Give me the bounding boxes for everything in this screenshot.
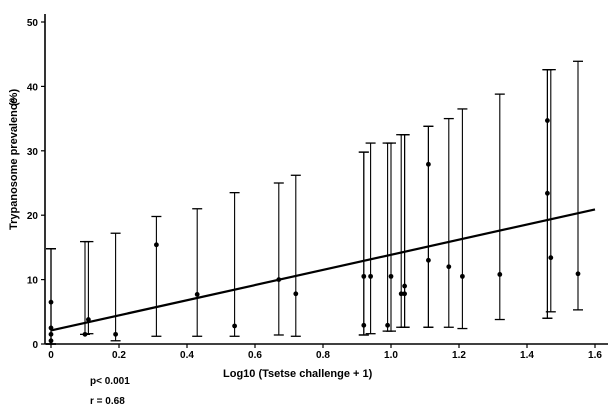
x-tick-label: 0.6 <box>248 350 262 361</box>
data-point <box>388 273 394 279</box>
data-point <box>460 273 465 279</box>
data-point <box>113 331 118 337</box>
data-point <box>426 161 431 167</box>
x-axis-title: Log10 (Tsetse challenge + 1) <box>223 368 373 380</box>
data-point <box>398 291 404 297</box>
data-point <box>548 255 554 261</box>
data-point <box>82 331 88 337</box>
data-point <box>545 190 550 196</box>
x-tick-label: 0 <box>48 350 54 361</box>
data-point <box>361 273 367 279</box>
data-point <box>368 273 373 279</box>
y-axis-ticks: 0 10 20 30 40 50 <box>27 18 45 351</box>
data-point <box>154 242 159 248</box>
x-tick-label: 0.8 <box>316 350 330 361</box>
r-value-annotation: r = 0.68 <box>90 396 125 407</box>
data-point <box>446 264 452 270</box>
data-point <box>293 291 299 297</box>
data-point <box>86 317 91 322</box>
data-point <box>361 322 367 328</box>
y-axis-title: Trypanosome prevalence <box>8 98 20 230</box>
y-tick-label: 40 <box>27 82 39 93</box>
y-tick-label: 20 <box>27 211 39 222</box>
x-axis-ticks: 0 0.2 0.4 0.6 0.8 1.0 1.2 1.4 1.6 <box>48 344 602 361</box>
data-points <box>48 118 581 344</box>
x-tick-label: 0.4 <box>180 350 194 361</box>
chart-axes <box>44 14 608 345</box>
data-point <box>426 257 431 263</box>
data-point <box>402 291 407 297</box>
data-point <box>402 283 407 289</box>
data-point <box>48 331 54 337</box>
y-tick-label: 10 <box>27 276 39 287</box>
regression-line <box>50 208 596 332</box>
data-point <box>232 323 238 329</box>
data-point <box>194 292 200 297</box>
y-axis-unit: (%) <box>8 89 20 106</box>
y-tick-label: 0 <box>32 340 38 351</box>
data-point <box>385 322 390 328</box>
y-tick-label: 30 <box>27 147 39 158</box>
y-tick-label: 50 <box>27 18 39 29</box>
x-tick-label: 1.2 <box>452 350 466 361</box>
x-tick-label: 0.2 <box>112 350 126 361</box>
x-tick-label: 1.4 <box>520 350 534 361</box>
data-point <box>48 338 54 344</box>
data-point <box>575 271 581 277</box>
regression-line-group <box>50 208 596 332</box>
error-bars <box>46 60 583 345</box>
data-point <box>545 118 550 123</box>
x-tick-label: 1.0 <box>384 350 398 361</box>
data-point <box>497 272 503 277</box>
data-point <box>48 299 54 305</box>
x-tick-label: 1.6 <box>588 350 602 361</box>
p-value-annotation: p< 0.001 <box>90 376 130 387</box>
